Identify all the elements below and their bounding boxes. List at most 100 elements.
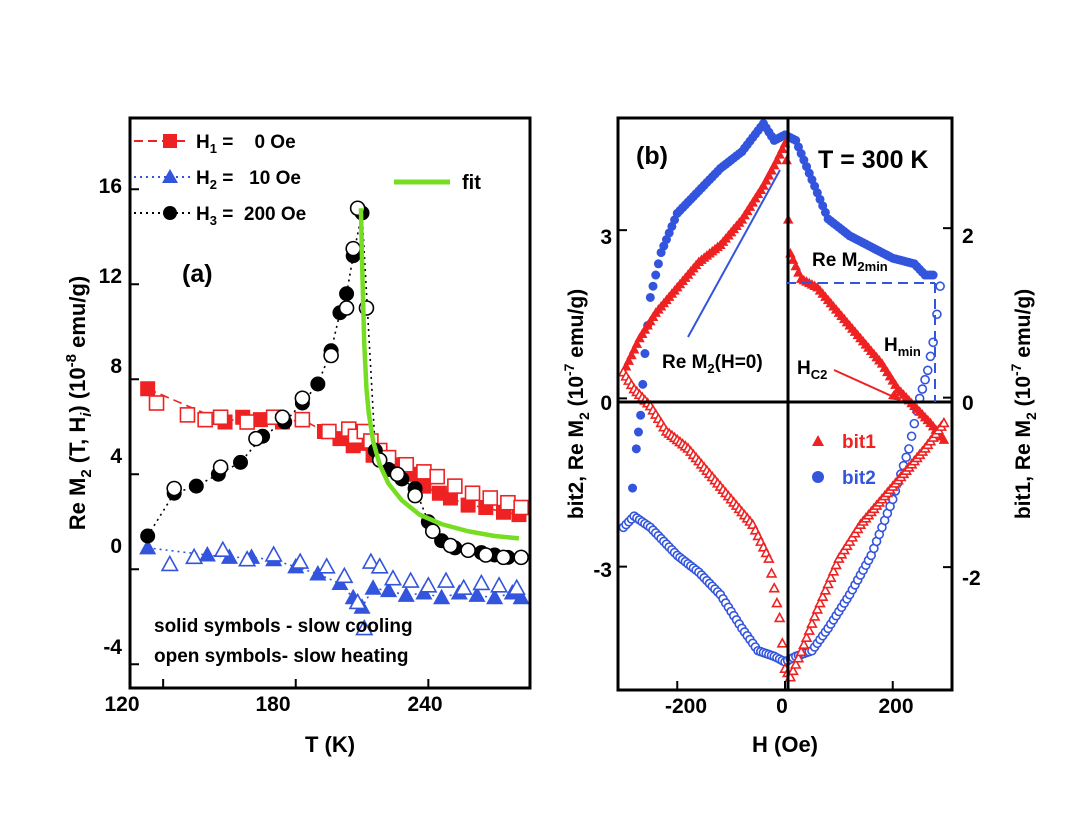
panel-b-data-marks xyxy=(617,119,950,682)
data-point-triangle xyxy=(765,567,778,578)
panel-b-right-ytick-label: 0 xyxy=(962,392,974,415)
data-point-triangle xyxy=(766,164,777,175)
data-point-square xyxy=(140,381,156,397)
data-point-triangle xyxy=(938,416,950,428)
panel-b-left-ytick-label: -3 xyxy=(593,559,612,582)
panel-b-xtick-label: 200 xyxy=(878,695,913,718)
panel-a-legend: H1 = 0 Oe H2 = 10 Oe H3 = 200 Oe fit xyxy=(134,132,481,228)
data-point-triangle xyxy=(291,552,310,569)
data-point-circle xyxy=(274,409,291,426)
data-point-triangle xyxy=(787,664,799,676)
data-point-triangle xyxy=(822,577,834,589)
data-point-circle xyxy=(310,376,326,392)
data-point-circle xyxy=(424,523,441,540)
data-point-circle xyxy=(628,483,638,493)
data-point-triangle xyxy=(777,143,788,153)
data-point-circle xyxy=(638,379,648,389)
data-point-circle xyxy=(345,240,362,257)
data-point-triangle xyxy=(808,610,821,621)
data-point-square xyxy=(447,478,463,494)
panel-b-xtick-label: 0 xyxy=(776,695,788,718)
data-point-circle xyxy=(407,487,423,504)
panel-b: 0 -200 200 -3 0 3 -2 0 2 H (Oe) bit2, Re… xyxy=(561,116,1039,757)
data-point-triangle xyxy=(383,569,403,586)
panel-b-title: T = 300 K xyxy=(818,146,928,174)
hmin-annotation: Hmin xyxy=(884,335,921,359)
data-point-circle xyxy=(925,351,936,362)
data-point-triangle xyxy=(213,540,232,558)
data-point-square xyxy=(416,464,432,480)
data-point-circle xyxy=(653,259,663,269)
data-point-square xyxy=(482,490,499,506)
panel-a-xtick-label: 240 xyxy=(407,693,442,716)
data-point-square xyxy=(513,499,529,516)
panel-b-right-ytick-label: -2 xyxy=(962,567,981,590)
data-point-circle xyxy=(645,292,655,302)
data-point-circle xyxy=(323,347,339,364)
data-point-circle xyxy=(906,431,917,442)
data-point-circle xyxy=(631,444,641,454)
data-point-triangle xyxy=(139,538,157,555)
data-point-triangle xyxy=(803,624,815,635)
data-point-triangle xyxy=(776,637,789,648)
data-point-square xyxy=(500,494,516,511)
data-point-triangle xyxy=(816,590,829,602)
data-point-triangle xyxy=(763,552,775,563)
data-point-triangle xyxy=(798,638,810,650)
data-point-circle xyxy=(140,528,156,544)
data-point-square xyxy=(398,456,415,473)
legend-h1-label: H1 = 0 Oe xyxy=(196,132,296,156)
legend-h1-marker xyxy=(163,134,177,148)
data-point-circle xyxy=(935,281,945,292)
panel-a-ytick-label: 16 xyxy=(99,175,122,198)
panel-b-right-ytick-label: 2 xyxy=(962,225,974,248)
data-point-circle xyxy=(901,452,912,463)
data-point-triangle xyxy=(433,588,451,605)
data-point-circle xyxy=(513,549,529,566)
data-point-triangle xyxy=(793,267,804,277)
panel-a-ytick-label: 8 xyxy=(110,355,122,378)
legend-h3-marker xyxy=(163,206,177,220)
data-point-triangle xyxy=(512,588,530,605)
data-point-circle xyxy=(651,270,661,280)
hc2-pointer-line xyxy=(833,369,897,399)
data-point-triangle xyxy=(185,547,204,565)
hc2-arrowhead xyxy=(888,390,902,401)
data-point-triangle xyxy=(795,645,807,657)
panel-a-label: (a) xyxy=(182,260,213,288)
panel-a-ytick-label: 4 xyxy=(110,445,122,468)
data-point-circle xyxy=(460,542,476,559)
panel-a-frame xyxy=(128,116,532,690)
panel-a-ytick-label: 0 xyxy=(110,535,122,558)
data-point-circle xyxy=(909,418,920,429)
data-point-triangle xyxy=(806,617,818,628)
data-point-triangle xyxy=(811,603,824,614)
data-point-triangle xyxy=(364,579,382,595)
data-point-triangle xyxy=(774,149,785,159)
data-point-triangle xyxy=(825,571,837,582)
data-point-circle xyxy=(633,427,643,437)
data-point-triangle xyxy=(628,344,640,354)
data-point-triangle xyxy=(348,592,367,610)
data-point-circle xyxy=(640,349,650,359)
data-point-circle xyxy=(917,384,928,394)
panel-a-xlabel: T (K) xyxy=(305,732,355,757)
legend-fit-label: fit xyxy=(462,172,481,194)
reh0-annotation: Re M2(H=0) xyxy=(662,352,763,376)
panel-a-ticks xyxy=(130,188,430,688)
data-point-triangle xyxy=(819,584,832,595)
panel-a-ytick-label: 12 xyxy=(99,265,122,288)
data-point-triangle xyxy=(790,260,802,271)
data-point-triangle xyxy=(768,582,780,593)
legend-bit2-label: bit2 xyxy=(842,468,876,489)
data-point-triangle xyxy=(454,578,473,596)
data-point-square xyxy=(252,412,268,428)
data-point-square xyxy=(321,423,337,440)
data-point-triangle xyxy=(827,565,840,576)
data-point-triangle xyxy=(317,557,336,574)
data-point-triangle xyxy=(486,588,504,605)
data-point-circle xyxy=(478,547,494,563)
legend-h2-label: H2 = 10 Oe xyxy=(196,168,301,192)
panel-b-left-ylabel: bit2, Re M2 (10-7 emu/g) xyxy=(561,289,592,519)
